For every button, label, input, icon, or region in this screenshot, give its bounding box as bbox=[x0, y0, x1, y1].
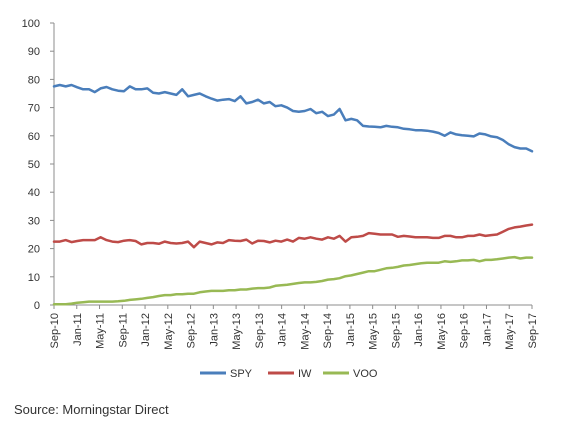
x-tick-label: Sep-12 bbox=[186, 313, 198, 348]
x-tick-label: May-15 bbox=[368, 313, 380, 350]
y-tick-label: 20 bbox=[28, 244, 40, 256]
series-lines bbox=[52, 83, 534, 306]
x-tick-label: Sep-10 bbox=[49, 313, 61, 348]
x-tick-label: Jan-16 bbox=[413, 313, 425, 347]
y-tick-label: 100 bbox=[22, 18, 40, 30]
y-tick-label: 10 bbox=[28, 272, 40, 284]
legend-label-spy: SPY bbox=[230, 368, 253, 380]
y-tick-label: 40 bbox=[28, 187, 40, 199]
x-tick-label: Sep-17 bbox=[527, 313, 539, 348]
y-tick-label: 0 bbox=[34, 300, 40, 312]
x-tick-label: Sep-13 bbox=[254, 313, 266, 348]
x-tick-label: May-11 bbox=[95, 313, 107, 349]
x-tick-label: Jan-15 bbox=[345, 313, 357, 347]
x-axis: Sep-10 Jan-11 May-11 Sep-11 Jan-12 May-12 Sep-… bbox=[49, 304, 539, 350]
x-tick-label: May-16 bbox=[436, 313, 448, 350]
y-tick-label: 60 bbox=[28, 131, 40, 143]
x-tick-label: Jan-14 bbox=[277, 313, 289, 347]
x-tick-label: Jan-12 bbox=[140, 313, 152, 347]
y-tick-label: 80 bbox=[28, 74, 40, 86]
series-line-voo bbox=[52, 255, 534, 306]
y-tick-label: 90 bbox=[28, 46, 40, 58]
source-note: Source: Morningstar Direct bbox=[14, 402, 169, 417]
x-tick-label: Sep-16 bbox=[459, 313, 471, 348]
x-tick-label: May-14 bbox=[299, 313, 311, 350]
legend-label-iw: IW bbox=[298, 368, 312, 380]
y-tick-label: 50 bbox=[28, 159, 40, 171]
x-tick-label: Jan-11 bbox=[72, 313, 84, 346]
y-tick-label: 30 bbox=[28, 215, 40, 227]
y-tick-label: 70 bbox=[28, 103, 40, 115]
x-tick-label: May-13 bbox=[231, 313, 243, 350]
x-tick-label: Sep-14 bbox=[322, 313, 334, 348]
x-tick-label: Sep-11 bbox=[117, 313, 129, 348]
legend: SPY IW VOO bbox=[200, 368, 378, 380]
y-axis: 0 10 20 30 40 50 60 70 80 90 100 bbox=[22, 18, 55, 312]
x-tick-label: May-12 bbox=[163, 313, 175, 350]
x-tick-label: Jan-17 bbox=[481, 313, 493, 347]
x-tick-label: May-17 bbox=[504, 313, 516, 350]
series-line-iw bbox=[52, 223, 534, 249]
x-tick-label: Sep-15 bbox=[390, 313, 402, 348]
x-tick-label: Jan-13 bbox=[208, 313, 220, 347]
series-line-spy bbox=[52, 83, 534, 153]
legend-label-voo: VOO bbox=[353, 368, 378, 380]
